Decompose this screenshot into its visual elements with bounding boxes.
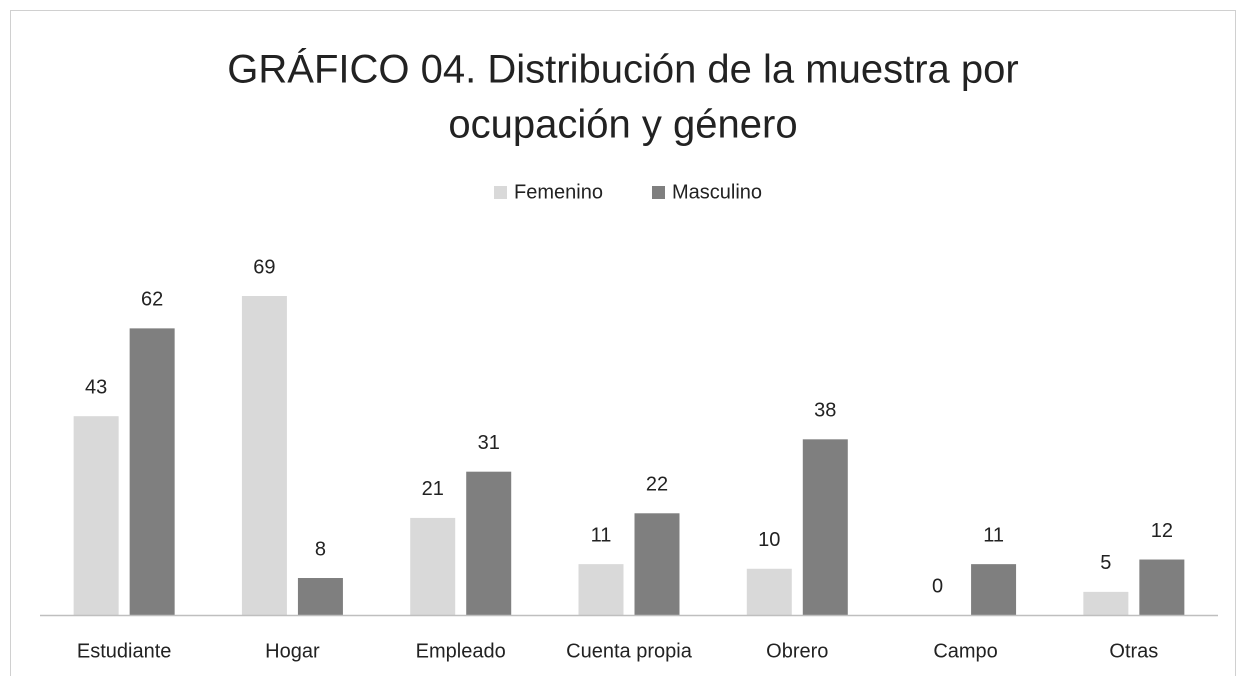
- bar: [634, 513, 680, 615]
- bar: [410, 517, 456, 615]
- x-tick-label: Estudiante: [77, 640, 172, 662]
- x-tick-label: Campo: [933, 640, 997, 662]
- bar: [241, 296, 287, 615]
- bar: [466, 471, 512, 615]
- x-tick-label: Otras: [1109, 640, 1158, 662]
- data-label: 43: [85, 376, 107, 398]
- x-tick-label: Empleado: [416, 640, 506, 662]
- bar: [297, 578, 343, 615]
- x-tick-label: Hogar: [265, 640, 320, 662]
- bar: [578, 564, 624, 615]
- x-tick-label: Obrero: [766, 640, 828, 662]
- chart-title: GRÁFICO 04. Distribución de la muestra p…: [227, 47, 1018, 92]
- data-label: 21: [422, 478, 444, 500]
- data-label: 38: [814, 400, 836, 422]
- data-label: 62: [141, 289, 163, 311]
- data-label: 11: [983, 524, 1004, 546]
- data-label: 8: [315, 538, 326, 560]
- bar: [971, 564, 1017, 615]
- data-label: 11: [591, 524, 612, 546]
- bar: [1139, 559, 1185, 615]
- data-label: 31: [478, 432, 500, 454]
- bar: [802, 439, 848, 615]
- data-label: 5: [1100, 552, 1111, 574]
- bar: [1083, 591, 1129, 615]
- x-tick-label: Cuenta propia: [566, 640, 693, 662]
- bar: [73, 416, 119, 615]
- bar: [129, 328, 175, 615]
- legend-swatch: [494, 186, 507, 199]
- data-label: 10: [758, 529, 780, 551]
- data-label: 22: [646, 474, 668, 496]
- bar: [746, 568, 792, 615]
- chart-title: ocupación y género: [448, 103, 797, 147]
- data-label: 12: [1151, 520, 1173, 542]
- legend-swatch: [652, 186, 665, 199]
- data-label: 69: [253, 256, 275, 278]
- legend-label: Femenino: [514, 181, 603, 203]
- data-label: 0: [932, 575, 943, 597]
- legend-label: Masculino: [672, 181, 762, 203]
